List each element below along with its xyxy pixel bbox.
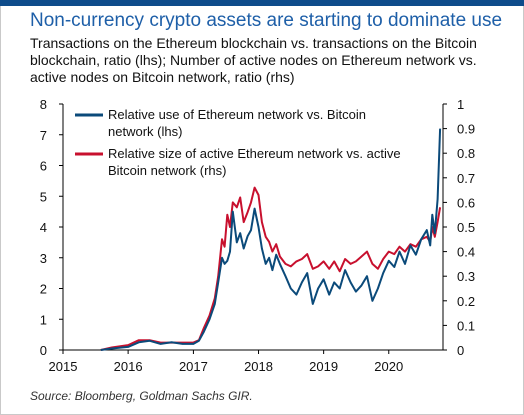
series-lines <box>100 128 442 351</box>
chart-subtitle: Transactions on the Ethereum blockchain … <box>30 35 477 85</box>
y-left-tick-label: 8 <box>40 97 47 112</box>
axis-ticks: 0 1 2 3 4 5 6 7 8 0 0.1 0.2 0.3 0.4 0.5 0.6 0.7 0.8 0.9 1 20… <box>40 97 475 374</box>
y-right-tick-label: 0.4 <box>457 245 475 260</box>
y-left-tick-label: 5 <box>40 189 47 204</box>
legend-label-rhs: Relative size of active Ethereum network… <box>108 146 401 161</box>
legend-label-lhs: Relative use of Ethereum network vs. Bit… <box>108 107 366 122</box>
y-right-tick-label: 0.6 <box>457 195 475 210</box>
y-left-tick-label: 6 <box>40 159 47 174</box>
x-tick-label: 2017 <box>179 359 208 374</box>
y-left-tick-label: 7 <box>40 128 47 143</box>
legend-label-rhs-line2: Bitcoin network (rhs) <box>108 163 226 178</box>
legend: Relative use of Ethereum network vs. Bit… <box>75 107 401 178</box>
source-note: Source: Bloomberg, Goldman Sachs GIR. <box>30 389 253 403</box>
y-right-tick-label: 0.5 <box>457 220 475 235</box>
x-tick-label: 2018 <box>244 359 273 374</box>
plot-frame <box>62 104 444 351</box>
legend-label-lhs-line2: network (lhs) <box>108 124 182 139</box>
y-left-tick-label: 4 <box>40 220 47 235</box>
y-right-tick-label: 1 <box>457 97 464 112</box>
y-left-tick-label: 0 <box>40 343 47 358</box>
x-tick-label: 2019 <box>309 359 338 374</box>
y-right-tick-label: 0.7 <box>457 171 475 186</box>
series-line-rhs <box>100 186 442 351</box>
y-left-tick-label: 2 <box>40 282 47 297</box>
x-tick-label: 2016 <box>114 359 143 374</box>
header-rule <box>0 0 524 6</box>
y-left-tick-label: 1 <box>40 312 47 327</box>
y-right-tick-label: 0 <box>457 343 464 358</box>
y-left-tick-label: 3 <box>40 251 47 266</box>
x-tick-label: 2015 <box>49 359 78 374</box>
y-right-tick-label: 0.8 <box>457 146 475 161</box>
series-line-lhs <box>100 128 442 351</box>
y-right-tick-label: 0.9 <box>457 122 475 137</box>
chart-title: Non-currency crypto assets are starting … <box>30 10 503 31</box>
y-right-tick-label: 0.2 <box>457 294 475 309</box>
y-right-tick-label: 0.1 <box>457 318 475 333</box>
y-right-tick-label: 0.3 <box>457 269 475 284</box>
x-tick-label: 2020 <box>374 359 403 374</box>
